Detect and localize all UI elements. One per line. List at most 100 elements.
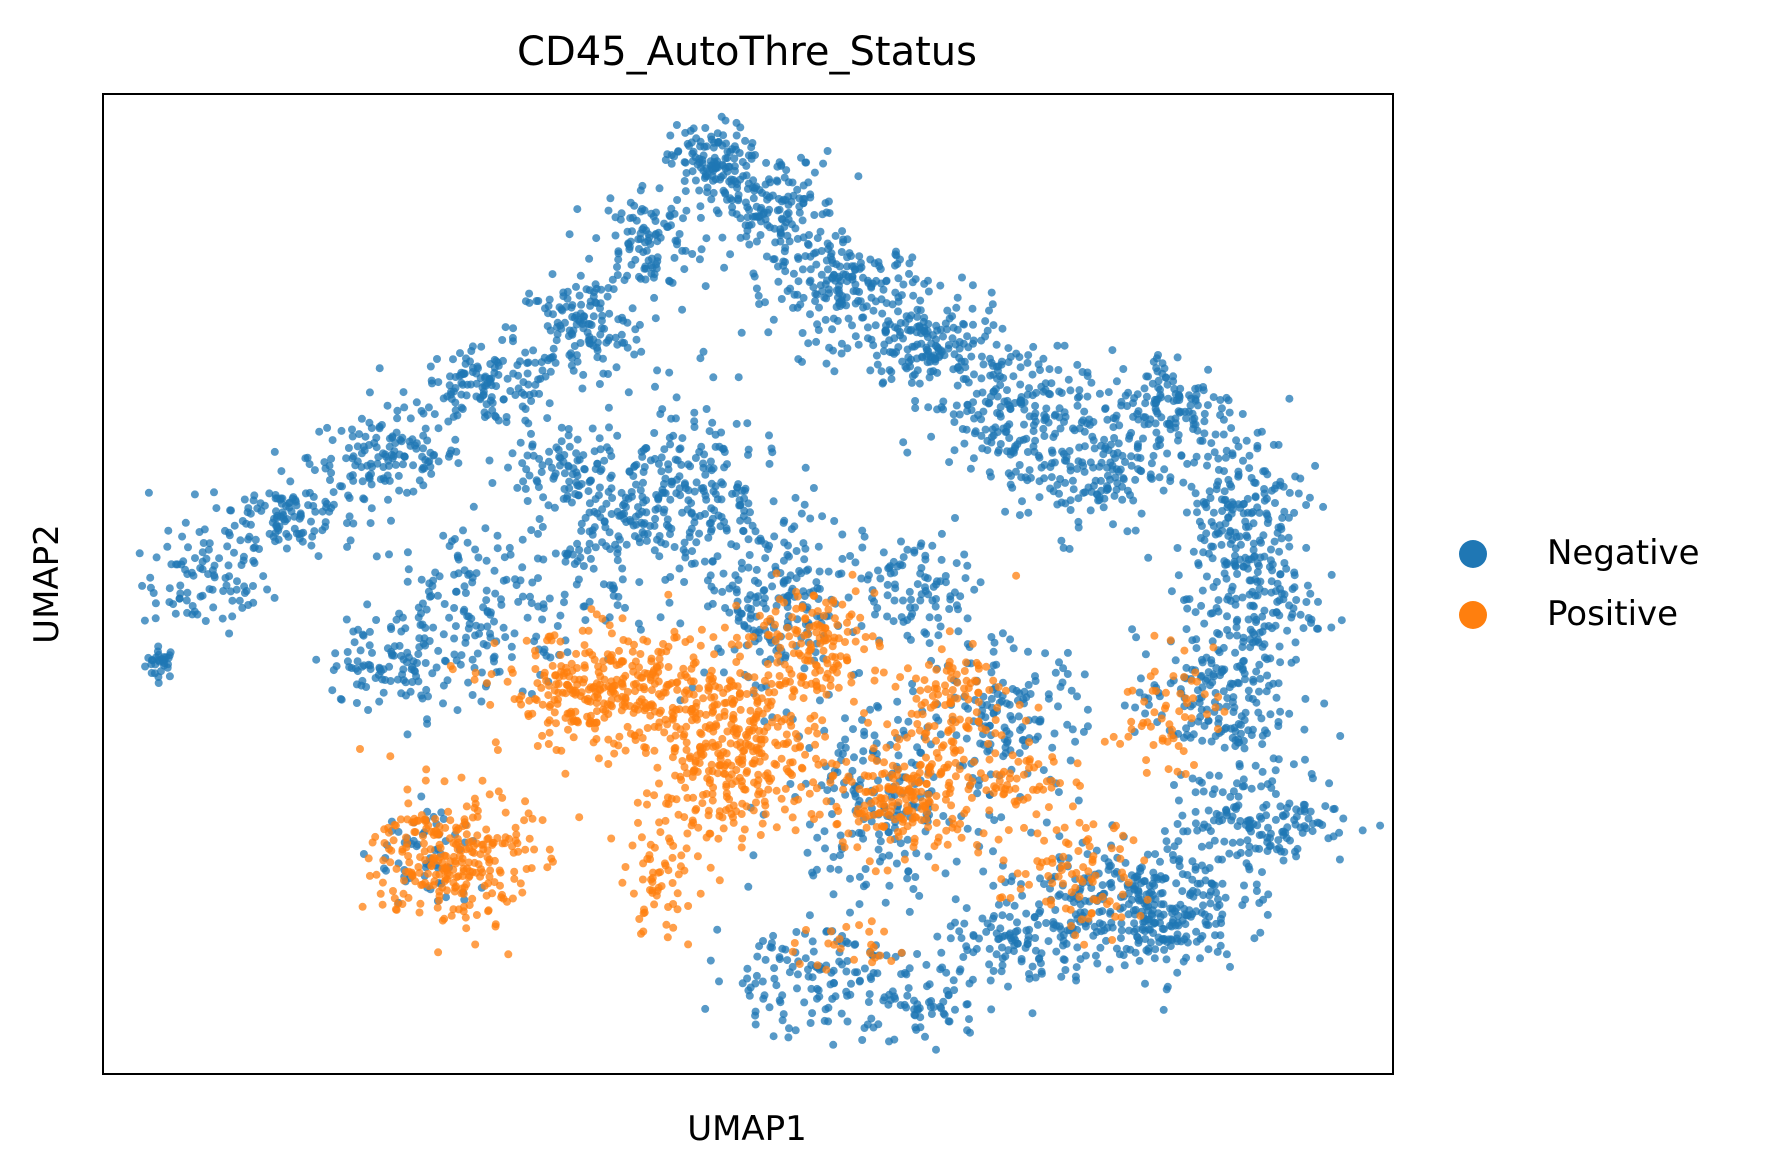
point-negative bbox=[1006, 934, 1015, 943]
point-positive bbox=[655, 654, 664, 663]
point-positive bbox=[531, 651, 540, 660]
point-negative bbox=[863, 323, 872, 332]
point-negative bbox=[1037, 969, 1046, 978]
point-negative bbox=[896, 328, 904, 336]
point-negative bbox=[994, 448, 1002, 457]
point-negative bbox=[1105, 880, 1114, 888]
point-negative bbox=[193, 610, 202, 619]
point-negative bbox=[761, 955, 770, 964]
point-negative bbox=[639, 478, 647, 487]
point-negative bbox=[1198, 586, 1207, 595]
point-positive bbox=[540, 671, 549, 680]
point-negative bbox=[1304, 814, 1313, 823]
point-negative bbox=[716, 173, 725, 182]
point-negative bbox=[1205, 912, 1214, 921]
point-negative bbox=[450, 535, 459, 543]
point-negative bbox=[699, 459, 708, 468]
point-negative bbox=[499, 576, 508, 585]
point-negative bbox=[1059, 664, 1068, 673]
point-negative bbox=[1041, 649, 1050, 658]
point-negative bbox=[758, 977, 767, 986]
point-negative bbox=[916, 1023, 925, 1032]
point-negative bbox=[1025, 384, 1033, 393]
point-negative bbox=[476, 393, 485, 402]
point-negative bbox=[770, 532, 779, 541]
point-negative bbox=[1216, 671, 1224, 680]
point-negative bbox=[445, 542, 454, 550]
point-negative bbox=[451, 622, 460, 631]
point-negative bbox=[1251, 575, 1260, 584]
point-negative bbox=[863, 276, 872, 285]
point-negative bbox=[1011, 442, 1020, 451]
point-negative bbox=[814, 986, 823, 995]
point-negative bbox=[874, 1020, 883, 1029]
point-negative bbox=[859, 834, 868, 843]
point-negative bbox=[923, 327, 932, 336]
point-negative bbox=[707, 132, 716, 141]
point-negative bbox=[752, 971, 761, 980]
point-negative bbox=[1289, 760, 1298, 769]
point-negative bbox=[1173, 353, 1182, 362]
point-negative bbox=[863, 334, 872, 343]
point-negative bbox=[966, 464, 975, 473]
point-negative bbox=[644, 256, 653, 265]
point-negative bbox=[1107, 918, 1116, 927]
point-negative bbox=[821, 844, 829, 853]
point-negative bbox=[952, 303, 961, 312]
point-negative bbox=[144, 488, 153, 497]
point-negative bbox=[641, 264, 650, 273]
point-negative bbox=[151, 614, 160, 623]
point-negative bbox=[568, 470, 577, 479]
point-negative bbox=[888, 300, 897, 309]
point-negative bbox=[1119, 474, 1128, 483]
point-negative bbox=[705, 427, 714, 436]
point-negative bbox=[1147, 474, 1156, 483]
point-negative bbox=[584, 487, 593, 496]
point-negative bbox=[367, 424, 376, 433]
point-negative bbox=[349, 519, 358, 528]
point-negative bbox=[798, 329, 807, 337]
point-negative bbox=[598, 538, 607, 547]
point-negative bbox=[1240, 744, 1249, 753]
point-negative bbox=[673, 240, 681, 249]
point-negative bbox=[1068, 725, 1077, 734]
point-negative bbox=[1244, 726, 1253, 735]
point-negative bbox=[422, 685, 431, 694]
point-negative bbox=[1034, 451, 1043, 460]
point-negative bbox=[1283, 626, 1292, 635]
point-negative bbox=[501, 633, 510, 642]
point-negative bbox=[793, 984, 801, 993]
point-negative bbox=[1029, 427, 1038, 436]
point-negative bbox=[349, 627, 358, 636]
point-negative bbox=[680, 479, 689, 488]
point-negative bbox=[681, 548, 690, 557]
point-negative bbox=[1204, 365, 1213, 374]
point-negative bbox=[1186, 401, 1195, 410]
point-negative bbox=[249, 556, 258, 565]
point-negative bbox=[1220, 837, 1229, 846]
point-negative bbox=[903, 345, 912, 354]
point-negative bbox=[374, 453, 383, 462]
point-negative bbox=[1106, 907, 1115, 916]
point-negative bbox=[1266, 556, 1275, 565]
point-negative bbox=[244, 601, 253, 609]
point-negative bbox=[624, 388, 633, 397]
point-negative bbox=[388, 432, 397, 441]
point-negative bbox=[1002, 699, 1011, 708]
point-positive bbox=[619, 636, 628, 644]
point-negative bbox=[412, 444, 421, 453]
point-negative bbox=[1192, 927, 1201, 936]
point-negative bbox=[1376, 821, 1385, 830]
point-negative bbox=[141, 662, 150, 671]
point-negative bbox=[813, 290, 821, 299]
point-negative bbox=[969, 454, 978, 463]
point-negative bbox=[183, 588, 192, 597]
point-negative bbox=[1087, 884, 1096, 892]
point-negative bbox=[490, 566, 499, 575]
point-negative bbox=[1212, 888, 1221, 897]
point-negative bbox=[1274, 440, 1283, 449]
point-negative bbox=[310, 466, 319, 475]
point-negative bbox=[1218, 788, 1227, 797]
point-negative bbox=[1059, 543, 1068, 552]
point-negative bbox=[890, 596, 899, 605]
